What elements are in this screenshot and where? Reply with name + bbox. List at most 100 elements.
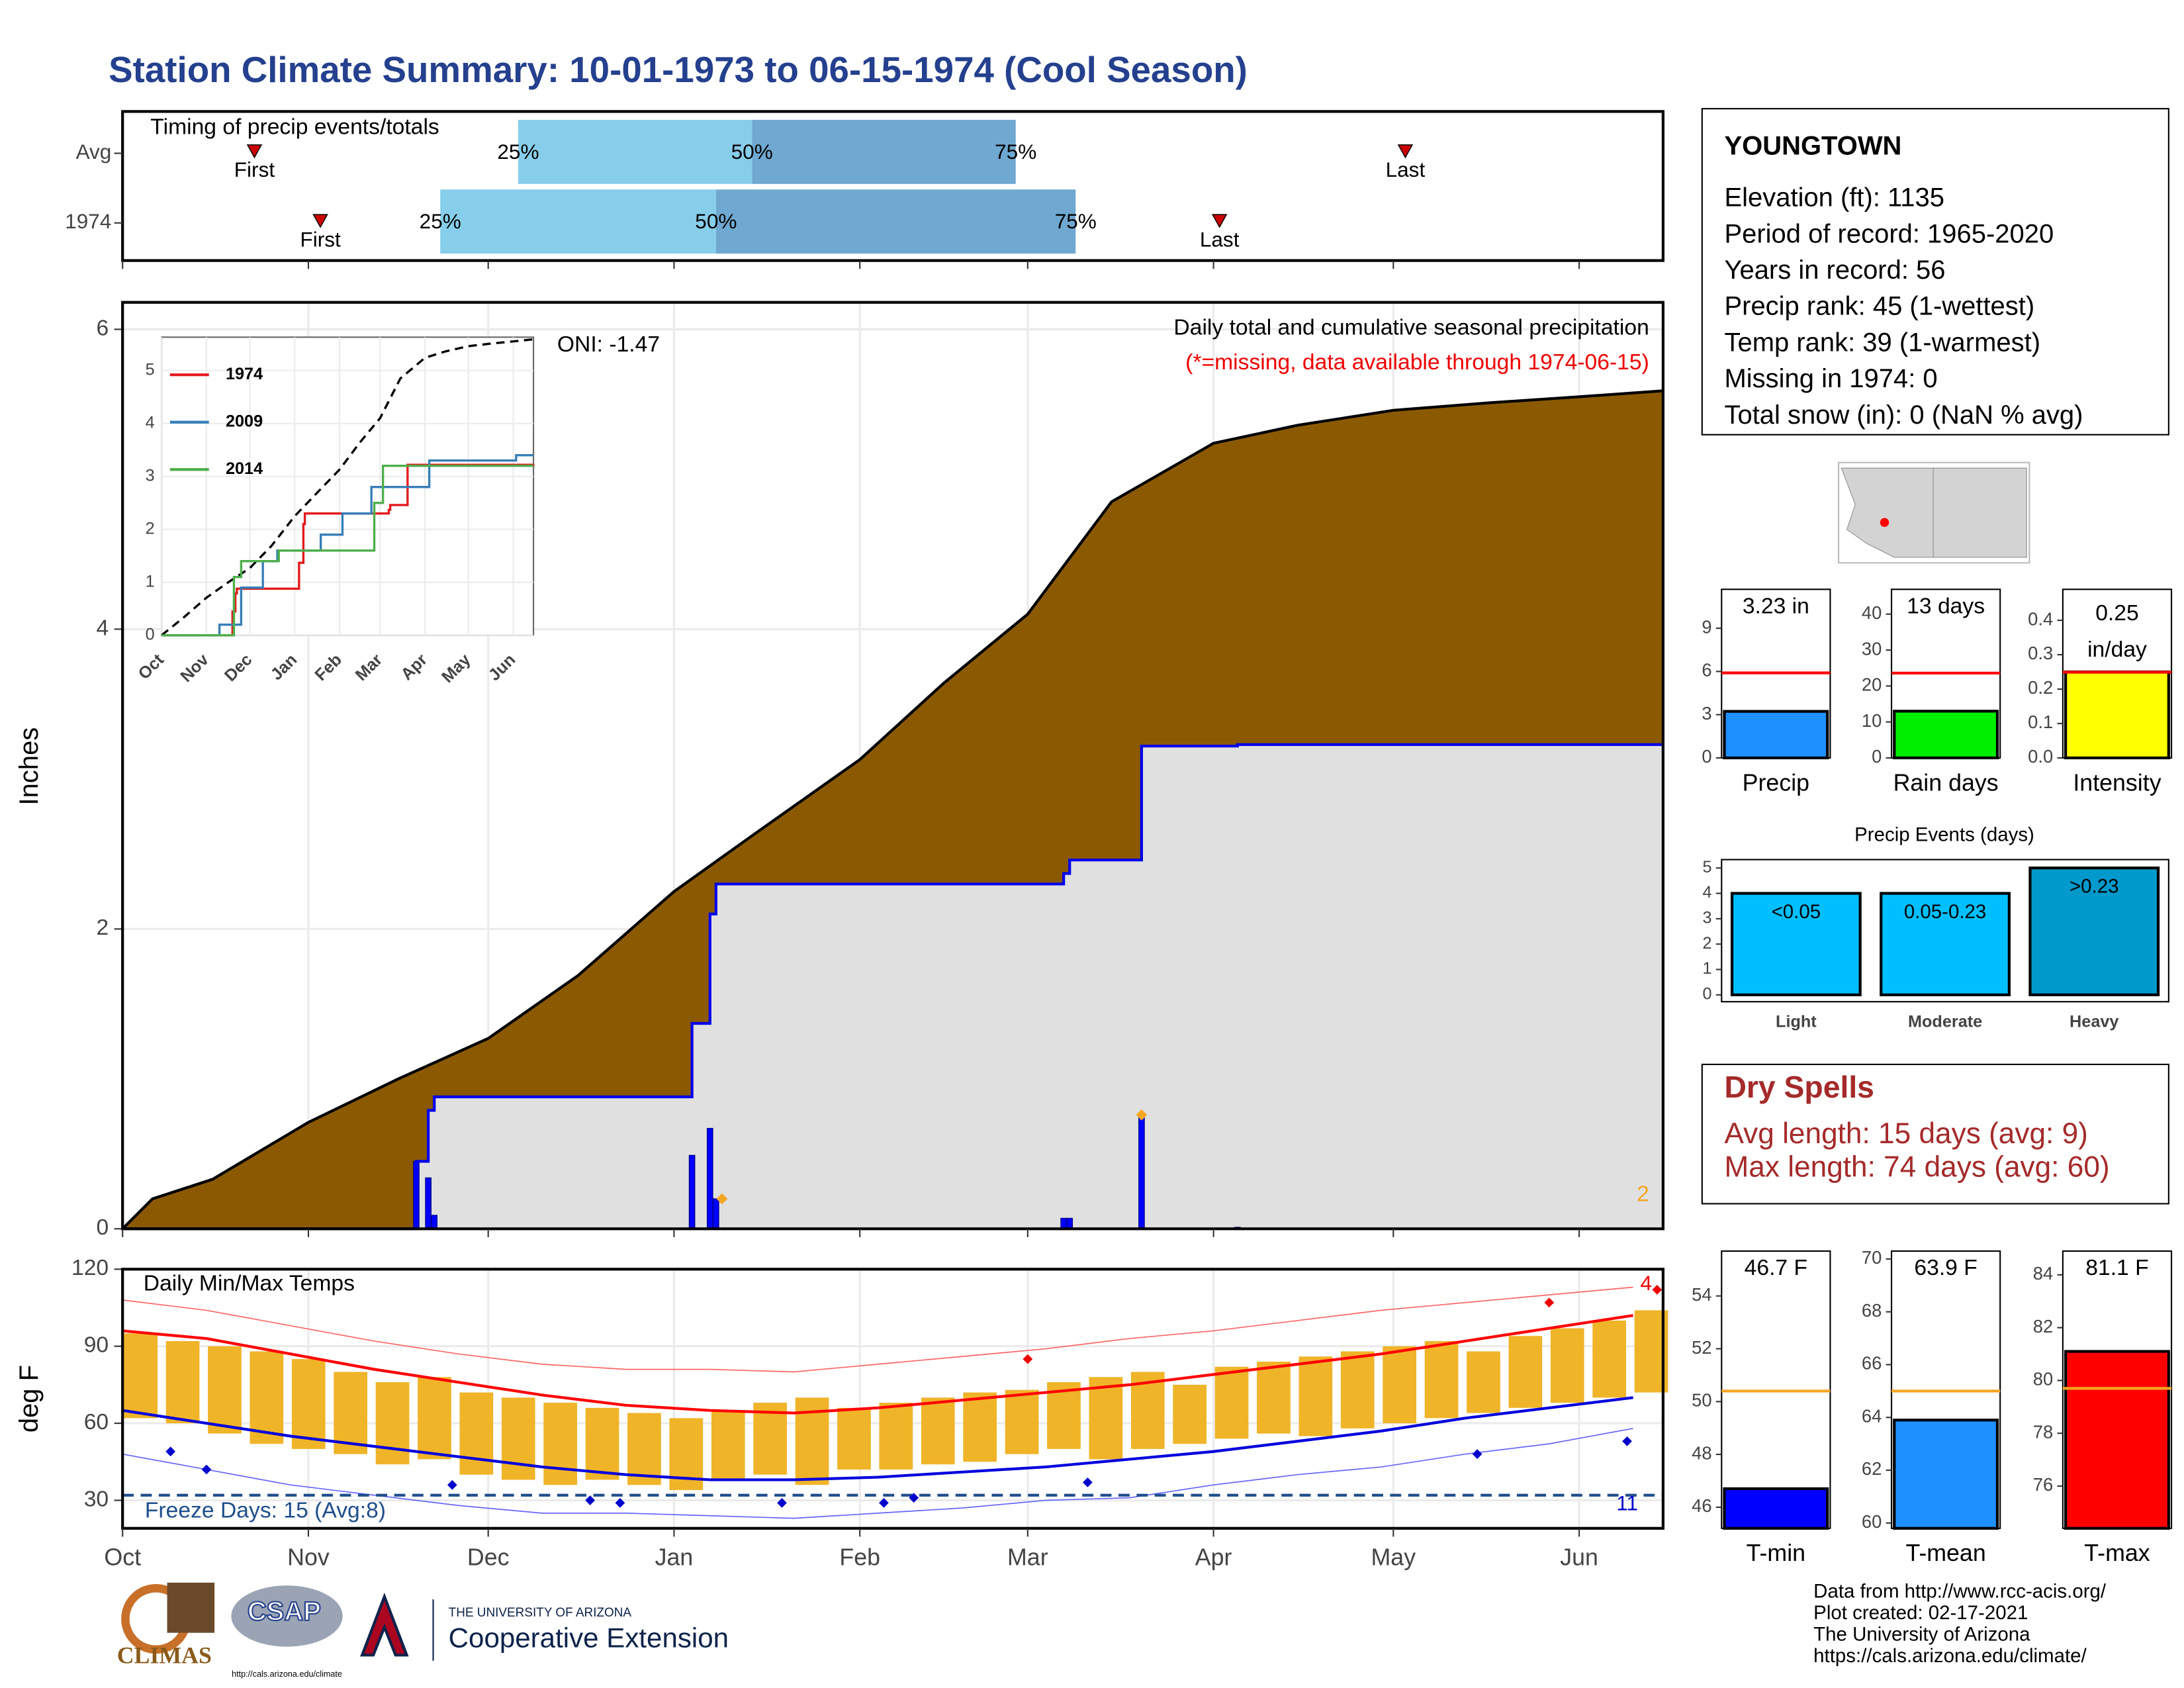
summary-bar xyxy=(2064,670,2170,760)
location-map xyxy=(1838,461,2030,564)
y-tick-label: 0.2 xyxy=(2028,677,2053,698)
panel-title: Daily Min/Max Temps xyxy=(144,1271,355,1295)
y-tick-label: 0 xyxy=(1702,746,1711,767)
y-tick-label: 0 xyxy=(1872,746,1882,767)
plot-border xyxy=(121,301,1664,1231)
y-axis-title: deg F xyxy=(15,1365,44,1432)
csap-text: CSAP xyxy=(248,1597,321,1626)
y-tick-label: 3 xyxy=(146,466,155,485)
bin-label: 0.05-0.23 xyxy=(1904,901,1986,923)
temp-bar xyxy=(963,1392,997,1462)
daily-bar xyxy=(1066,1217,1073,1229)
temp-bar xyxy=(1467,1351,1500,1413)
temp-bar xyxy=(1089,1377,1123,1460)
quartile-bar xyxy=(518,120,752,184)
y-tick-label: 64 xyxy=(1862,1405,1882,1426)
x-tick-label: Jan xyxy=(655,1544,694,1571)
station-info: Temp rank: 39 (1-warmest) xyxy=(1724,328,2040,357)
legend-label: 1974 xyxy=(226,365,263,383)
record-marker xyxy=(1472,1449,1482,1460)
temp-bar xyxy=(1173,1384,1207,1444)
marker xyxy=(1136,1109,1148,1121)
daily-bar xyxy=(1060,1217,1068,1229)
y-tick-label: 46 xyxy=(1692,1495,1711,1516)
temp-bar xyxy=(1047,1382,1081,1449)
station-info: Total snow (in): 0 (NaN % avg) xyxy=(1724,400,2083,430)
footer-logos: CLIMAS CSAP http://cals.arizona.edu/clim… xyxy=(117,1582,729,1679)
quartile-bar xyxy=(752,120,1016,184)
temp-bar xyxy=(501,1397,535,1480)
event-marker xyxy=(312,214,328,228)
y-tick-label: 1 xyxy=(146,572,155,590)
temp-bar xyxy=(921,1397,955,1465)
y-tick-label: 48 xyxy=(1692,1442,1711,1463)
station-info: Elevation (ft): 1135 xyxy=(1724,183,1944,212)
value-label: 13 days xyxy=(1907,594,1985,619)
percentile-label: 25% xyxy=(420,209,461,233)
record-marker xyxy=(777,1498,787,1508)
y-tick-label: 82 xyxy=(2033,1316,2053,1336)
cumulative-area xyxy=(122,744,1663,1229)
y-tick-label: 2 xyxy=(96,915,109,940)
temp-bar xyxy=(585,1407,619,1480)
y-tick-label: 3 xyxy=(1702,703,1711,724)
inset-frame xyxy=(161,336,535,636)
y-tick-label: 10 xyxy=(1862,710,1882,731)
bin-label: >0.23 xyxy=(2070,875,2119,897)
y-tick-label: 4 xyxy=(96,616,109,640)
temp-line xyxy=(122,1314,1633,1415)
value-label: 3.23 in xyxy=(1743,594,1809,619)
summary-bar xyxy=(1723,710,1829,760)
y-tick-label: 30 xyxy=(1862,638,1882,659)
map-state xyxy=(1933,467,2027,558)
y-tick-label: 78 xyxy=(2033,1421,2053,1442)
quartile-bar xyxy=(715,189,1076,254)
temp-line xyxy=(122,1428,1633,1519)
note: (*=missing, data available through 1974-… xyxy=(1185,350,1649,375)
summary-bar xyxy=(1723,1487,1829,1530)
station-info: Missing in 1974: 0 xyxy=(1724,364,1937,393)
credit: https://cals.arizona.edu/climate/ xyxy=(1813,1645,2087,1667)
row-label: Avg xyxy=(76,140,112,164)
temp-line xyxy=(122,1396,1633,1481)
quartile-bar xyxy=(440,189,716,254)
temp-bar xyxy=(1508,1336,1543,1408)
temp-bar xyxy=(208,1346,242,1434)
temp-bar xyxy=(1550,1328,1584,1403)
y-tick-label: 4 xyxy=(146,413,155,432)
temp-bar xyxy=(627,1413,661,1485)
record-marker xyxy=(1622,1436,1632,1446)
station-location xyxy=(1880,518,1889,527)
event-label: Last xyxy=(1200,227,1240,251)
daily-bar xyxy=(425,1177,432,1229)
daily-bar xyxy=(713,1198,719,1229)
y-tick-label: 1 xyxy=(1702,959,1711,978)
y-tick-label: 0.4 xyxy=(2028,608,2053,629)
y-tick-label: 6 xyxy=(96,316,109,340)
y-tick-label: 0 xyxy=(146,625,155,643)
event-marker xyxy=(1397,144,1414,159)
y-tick-label: 84 xyxy=(2033,1263,2053,1284)
csap-url: http://cals.arizona.edu/climate xyxy=(232,1669,342,1679)
timing-title: Timing of precip events/totals xyxy=(150,115,439,140)
temp-bar xyxy=(753,1403,788,1475)
y-tick-label: 70 xyxy=(1862,1247,1882,1268)
y-tick-label: 5 xyxy=(1702,858,1711,876)
climas-text: CLIMAS xyxy=(117,1642,212,1669)
temp-bar xyxy=(1005,1389,1039,1454)
y-tick-label: 60 xyxy=(1862,1511,1882,1532)
temp-bar xyxy=(1592,1320,1627,1398)
category-label: T-min xyxy=(1747,1540,1805,1566)
temp-bar xyxy=(375,1382,410,1465)
temp-bar xyxy=(124,1333,158,1419)
freeze-label: Freeze Days: 15 (Avg:8) xyxy=(145,1498,386,1523)
event-marker xyxy=(1211,214,1228,228)
event-label: First xyxy=(234,158,275,181)
event-label: First xyxy=(300,227,341,251)
y-tick-label: 68 xyxy=(1862,1300,1882,1321)
event-marker xyxy=(246,144,263,159)
record-marker xyxy=(909,1493,919,1503)
temp-bar xyxy=(543,1403,578,1485)
x-tick-label: Oct xyxy=(104,1544,141,1571)
